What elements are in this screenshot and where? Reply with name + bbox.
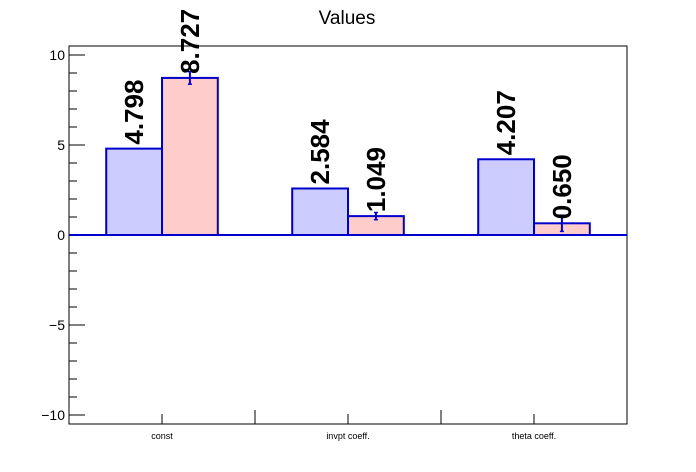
value-label: 1.049 — [361, 147, 391, 212]
y-tick-label: 5 — [57, 137, 65, 153]
value-label: 0.650 — [547, 154, 577, 219]
y-tick-label: 0 — [57, 227, 65, 243]
value-label: 2.584 — [305, 119, 335, 185]
chart-title: Values — [319, 8, 376, 29]
bar — [161, 76, 219, 236]
y-tick-label: −5 — [49, 317, 65, 333]
bar — [291, 187, 350, 237]
y-tick-label: −10 — [41, 407, 65, 423]
x-category-label: invpt coeff. — [326, 431, 369, 441]
value-label: 4.207 — [491, 90, 521, 155]
value-label: 8.727 — [175, 9, 205, 74]
y-tick-label: 10 — [49, 47, 65, 63]
bar — [105, 147, 163, 236]
bar — [477, 158, 536, 236]
value-label: 4.798 — [119, 80, 149, 145]
x-category-label: const — [151, 431, 173, 441]
x-category-label: theta coeff. — [512, 431, 556, 441]
